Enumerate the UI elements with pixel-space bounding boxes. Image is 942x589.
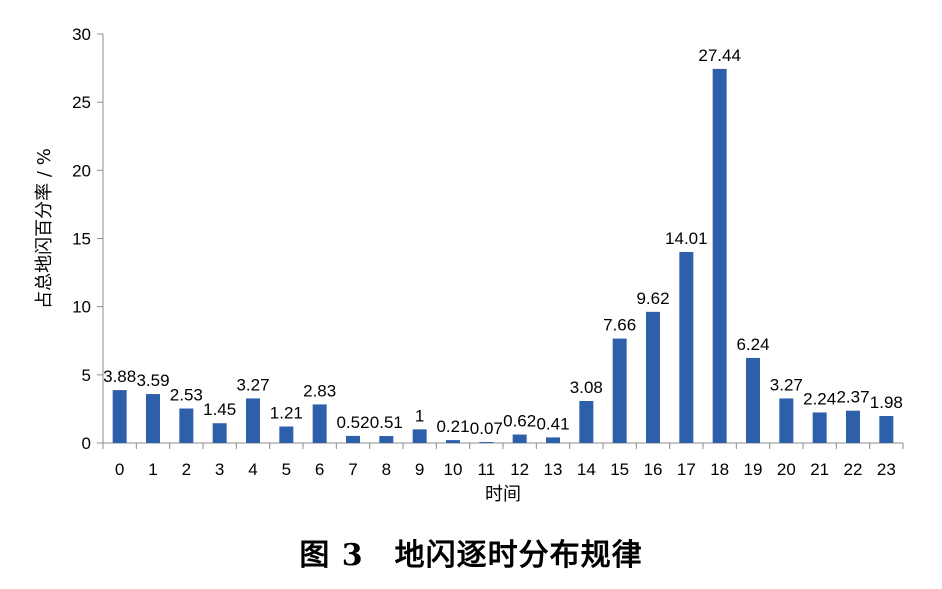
bar	[846, 410, 860, 443]
x-tick-label: 22	[844, 460, 863, 479]
bar	[646, 311, 660, 443]
bar	[812, 412, 827, 443]
x-tick-label: 8	[382, 460, 391, 479]
y-axis-title: 占总地闪百分率 / %	[34, 148, 55, 309]
x-tick-label: 6	[315, 460, 324, 479]
y-tick-label: 30	[72, 25, 91, 44]
data-label: 9.62	[636, 289, 669, 308]
data-label: 0.52	[336, 413, 369, 432]
y-tick-label: 5	[82, 366, 91, 385]
bar	[512, 434, 527, 443]
data-label: 0.62	[503, 412, 536, 431]
x-tick-label: 10	[444, 460, 463, 479]
bar	[112, 390, 127, 443]
bar	[246, 398, 260, 443]
bar	[879, 416, 894, 443]
data-label: 3.08	[570, 378, 603, 397]
data-label: 1.45	[203, 400, 236, 419]
data-label: 2.37	[836, 388, 869, 407]
bar	[279, 426, 294, 443]
x-tick-label: 11	[478, 460, 496, 479]
bar	[312, 404, 327, 443]
x-tick-label: 19	[744, 460, 763, 479]
bar	[746, 357, 760, 443]
data-label: 3.27	[236, 375, 269, 394]
data-label: 0.41	[536, 414, 569, 433]
y-tick-label: 10	[72, 298, 91, 317]
y-tick-label: 20	[72, 161, 91, 180]
x-axis: 0 1 2 3 4 5 6 7 8 9 10 11 12 13 14 15 16 17 18 19 20 21 22 23	[102, 442, 904, 479]
figure-caption: 图 3 地闪逐时分布规律	[299, 538, 643, 573]
data-label: 0.07	[470, 419, 503, 438]
x-tick-label: 2	[182, 460, 191, 479]
x-tick-label: 4	[248, 460, 257, 479]
bar	[579, 401, 594, 443]
x-tick-label: 9	[415, 460, 424, 479]
x-axis-title: 时间	[485, 484, 521, 505]
y-tick-label: 15	[72, 230, 91, 249]
x-tick-label: 0	[115, 460, 124, 479]
y-tick-label: 0	[82, 434, 91, 453]
x-tick-label: 1	[148, 460, 157, 479]
bar	[412, 429, 427, 443]
y-tick-label: 25	[72, 93, 91, 112]
bar	[179, 408, 194, 443]
x-tick-label: 7	[348, 460, 357, 479]
bar	[779, 398, 794, 443]
x-tick-label: 18	[710, 460, 729, 479]
x-tick-label: 14	[577, 460, 596, 479]
data-label: 0.51	[370, 413, 403, 432]
x-tick-label: 16	[644, 460, 663, 479]
bar	[212, 423, 227, 443]
x-tick-label: 20	[777, 460, 796, 479]
data-label: 1	[415, 406, 424, 425]
data-label: 3.27	[770, 375, 803, 394]
data-label: 6.24	[736, 335, 769, 354]
data-label: 3.88	[103, 367, 136, 386]
x-tick-label: 3	[215, 460, 224, 479]
data-label: 2.24	[803, 389, 836, 408]
bar	[712, 68, 727, 443]
data-label: 0.21	[436, 417, 469, 436]
x-tick-label: 12	[510, 460, 529, 479]
bar	[379, 436, 394, 443]
bar	[546, 437, 560, 443]
x-tick-label: 13	[544, 460, 563, 479]
data-label: 14.01	[665, 229, 708, 248]
bar	[612, 338, 627, 443]
bar	[146, 394, 160, 443]
data-labels: 3.88 3.592.531.453.271.212.830.52 0.51 10.2…	[103, 46, 903, 438]
data-label: 2.53	[170, 386, 203, 405]
x-tick-label: 21	[810, 460, 829, 479]
bar	[346, 435, 360, 443]
bar	[479, 442, 494, 443]
data-label: 3.59	[136, 371, 169, 390]
x-tick-label: 23	[877, 460, 896, 479]
data-label: 2.83	[303, 381, 336, 400]
data-label: 1.98	[870, 393, 903, 412]
y-axis: 0 5 10 15 20 25 30	[72, 25, 104, 453]
x-tick-label: 17	[677, 460, 696, 479]
data-label: 7.66	[603, 316, 636, 335]
data-label: 1.21	[270, 404, 303, 423]
bar	[446, 440, 460, 443]
data-label: 27.44	[698, 46, 741, 65]
x-tick-label: 5	[282, 460, 291, 479]
bar	[679, 251, 694, 443]
x-tick-label: 15	[610, 460, 629, 479]
bars	[112, 68, 894, 443]
